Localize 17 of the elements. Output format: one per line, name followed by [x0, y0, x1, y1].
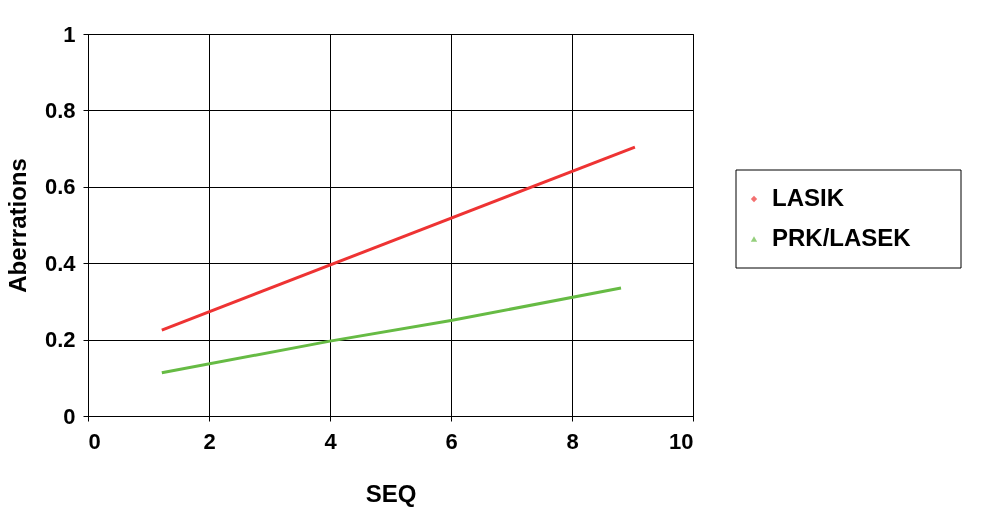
x-axis-title: SEQ	[365, 479, 417, 507]
x-tick-label: 0	[88, 428, 101, 454]
x-tick-label: 8	[566, 428, 579, 454]
y-tick-label: 0.2	[44, 327, 76, 353]
y-tick-label: 0.8	[44, 97, 76, 123]
x-tick-label: 4	[324, 428, 338, 454]
y-axis-title: Aberrations	[3, 158, 31, 293]
line-series	[160, 286, 623, 375]
x-tick-label: 2	[203, 428, 216, 454]
legend-label: PRK/LASEK	[772, 224, 912, 251]
x-tick-label: 10	[669, 428, 694, 454]
x-tick-label: 6	[445, 428, 458, 454]
y-tick-label: 1	[63, 21, 76, 47]
legend-label: LASIK	[772, 184, 845, 211]
y-tick-label: 0.6	[44, 174, 76, 200]
y-tick-label: 0.4	[44, 250, 77, 276]
y-tick-label: 0	[63, 403, 76, 429]
